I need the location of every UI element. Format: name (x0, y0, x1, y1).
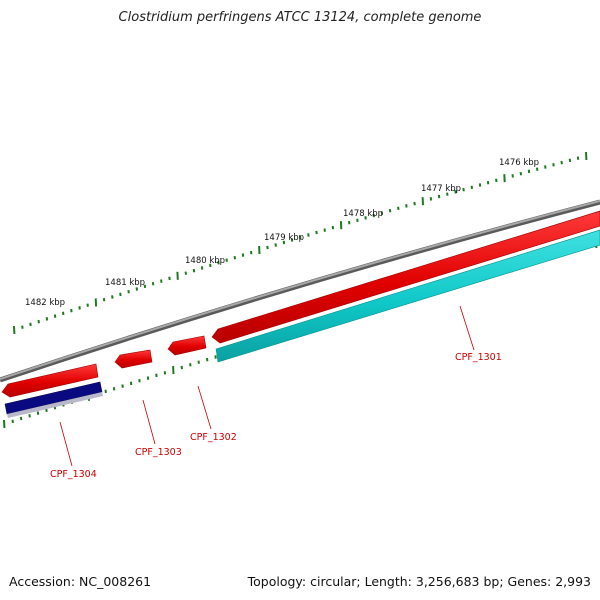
label-cpf-1301[interactable]: CPF_1301 (455, 352, 502, 363)
gene-cpf-1304[interactable] (1, 363, 99, 398)
scale-label-1482: 1482 kbp (25, 298, 65, 308)
scale-label-1477: 1477 kbp (421, 184, 461, 194)
scale-label-1479: 1479 kbp (264, 233, 304, 243)
label-cpf-1304[interactable]: CPF_1304 (50, 469, 97, 480)
scale-label-1476: 1476 kbp (499, 158, 539, 168)
scale-label-1481: 1481 kbp (105, 278, 145, 288)
accession-text: Accession: NC_008261 (9, 574, 152, 589)
genome-backbone-highlight (0, 200, 600, 380)
genome-summary-text: Topology: circular; Length: 3,256,683 bp… (247, 574, 591, 589)
scale-label-1480: 1480 kbp (185, 256, 225, 266)
scale-label-1478: 1478 kbp (343, 209, 383, 219)
leader-cpf-1303 (142, 399, 156, 445)
leader-cpf-1302 (197, 385, 212, 430)
feature-navy-shadow (7, 392, 103, 418)
leader-cpf-1301 (459, 305, 475, 351)
outer-tick-ring (13, 151, 588, 335)
gene-cpf-1303[interactable] (114, 349, 153, 369)
gene-cpf-1302[interactable] (167, 335, 207, 356)
label-cpf-1302[interactable]: CPF_1302 (190, 432, 237, 443)
map-title: Clostridium perfringens ATCC 13124, comp… (118, 10, 482, 25)
gene-cpf-1301[interactable] (215, 229, 600, 363)
label-cpf-1303[interactable]: CPF_1303 (135, 447, 182, 458)
gene-cpf-1301-forward[interactable] (211, 210, 600, 344)
genome-backbone (0, 199, 600, 383)
leader-cpf-1304 (59, 421, 73, 467)
